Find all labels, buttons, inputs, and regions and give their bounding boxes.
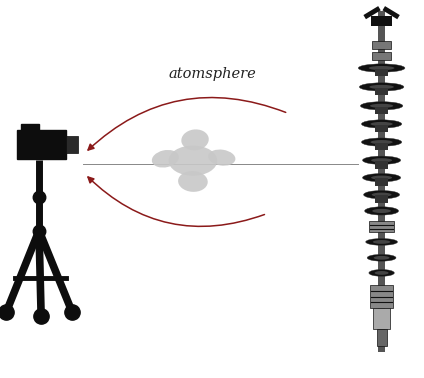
Ellipse shape [371,122,393,126]
Text: atomsphere: atomsphere [168,67,256,81]
Bar [21,124,39,130]
Bar [66,136,78,153]
Ellipse shape [369,66,394,70]
Bar [375,125,388,132]
Ellipse shape [178,171,208,192]
Ellipse shape [369,270,394,276]
Ellipse shape [369,85,394,89]
Bar [370,285,393,308]
Ellipse shape [372,209,391,213]
Ellipse shape [374,256,390,260]
Ellipse shape [363,174,401,182]
Ellipse shape [360,83,404,91]
Bar [375,161,388,169]
Ellipse shape [373,240,391,244]
Bar [375,88,388,95]
Bar [377,329,387,346]
Ellipse shape [360,102,403,110]
Ellipse shape [375,271,388,275]
Ellipse shape [371,175,392,180]
Ellipse shape [152,150,179,167]
Bar [373,308,390,329]
Ellipse shape [371,158,392,163]
Ellipse shape [363,191,399,199]
Bar [375,178,388,186]
Ellipse shape [358,64,405,72]
Ellipse shape [372,193,391,197]
Ellipse shape [367,254,396,261]
Ellipse shape [361,120,402,128]
Ellipse shape [365,207,399,215]
Bar [378,11,385,352]
Ellipse shape [371,140,393,144]
Ellipse shape [181,129,209,150]
Bar [372,52,391,60]
Bar [371,16,392,26]
Bar [375,69,388,76]
Bar [375,107,388,114]
Ellipse shape [370,104,393,108]
Ellipse shape [363,156,401,164]
Bar [17,130,66,159]
Ellipse shape [169,146,217,176]
Bar [375,195,388,203]
Ellipse shape [361,138,402,146]
Bar [369,221,394,232]
Ellipse shape [208,150,235,166]
Bar [372,41,391,49]
Bar [375,143,388,150]
Ellipse shape [365,239,398,245]
